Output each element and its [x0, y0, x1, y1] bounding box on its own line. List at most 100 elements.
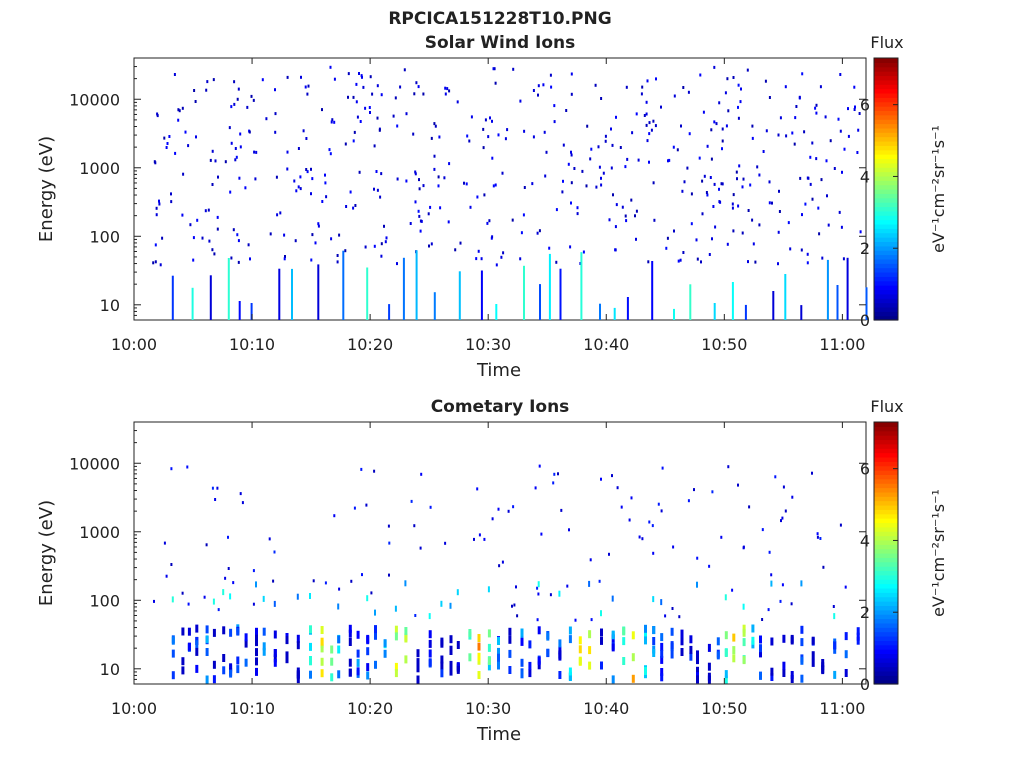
heatmap-cell [520, 658, 524, 667]
colorbar-segment [874, 487, 898, 493]
heatmap-cell [380, 254, 383, 258]
heatmap-cell [635, 237, 637, 241]
heatmap-cell [578, 636, 582, 645]
heatmap-cell [568, 626, 572, 635]
heatmap-cell [670, 650, 674, 659]
colorbar-segment [874, 285, 898, 291]
colorbar-segment [874, 110, 898, 116]
heatmap-cell [174, 151, 177, 155]
colorbar-segment [874, 583, 898, 589]
heatmap-cell [237, 239, 240, 243]
heatmap-cell [166, 142, 169, 145]
heatmap-cell [724, 675, 728, 684]
heatmap-cell [741, 231, 744, 235]
heatmap-cell [731, 202, 734, 206]
heatmap-cell [508, 635, 512, 644]
heatmap-cell [229, 669, 233, 678]
heatmap-cell [337, 645, 341, 654]
heatmap-cell [487, 657, 491, 665]
heatmap-cell [784, 85, 787, 89]
heatmap-cell [255, 627, 258, 636]
heatmap-cell [156, 114, 159, 118]
heatmap-cell [542, 83, 545, 87]
heatmap-cell [477, 249, 480, 253]
heatmap-cell [791, 131, 794, 135]
heatmap-cell [362, 85, 365, 89]
heatmap-cell [777, 262, 779, 266]
heatmap-cell [352, 95, 355, 99]
colorbar-segment [874, 470, 898, 475]
heatmap-cell [394, 662, 398, 671]
heatmap-cell [491, 119, 493, 123]
heatmap-cell [205, 675, 209, 684]
heatmap-cell [679, 258, 682, 262]
heatmap-streak [772, 291, 775, 320]
heatmap-cell [250, 94, 253, 98]
heatmap-cell [491, 517, 494, 521]
heatmap-cell [689, 652, 693, 661]
colorbar-segment [874, 228, 898, 234]
heatmap-cell [273, 550, 276, 554]
heatmap-cell [217, 175, 219, 179]
heatmap-cell [598, 579, 601, 583]
heatmap-cell [801, 213, 803, 217]
heatmap-cell [230, 105, 233, 109]
heatmap-cell [501, 560, 504, 564]
heatmap-cell [532, 135, 535, 139]
heatmap-cell [644, 624, 647, 633]
heatmap-cell [765, 129, 768, 133]
heatmap-cell [374, 625, 377, 634]
heatmap-cell [184, 130, 187, 134]
colorbar: Flux 0 2 4 6 eV⁻¹cm⁻²sr⁻¹s⁻¹ [860, 33, 948, 330]
heatmap-cell [681, 189, 684, 193]
heatmap-cell [519, 257, 522, 261]
heatmap-cell [300, 75, 302, 79]
heatmap-cell [158, 199, 160, 203]
heatmap-cell [731, 206, 734, 210]
heatmap-cell [600, 636, 603, 645]
heatmap-cell [770, 673, 774, 681]
heatmap-cell [622, 627, 626, 636]
x-tick-label: 11:00 [819, 699, 865, 718]
colorbar-segment [874, 202, 898, 208]
heatmap-cell [608, 552, 610, 556]
heatmap-cell [790, 634, 794, 643]
heatmap-cell [847, 107, 849, 111]
y-axis-label: Energy (eV) [36, 500, 57, 606]
heatmap-cell [204, 209, 207, 213]
heatmap-cell [604, 139, 607, 143]
heatmap-cell [309, 670, 312, 679]
heatmap-cell [213, 252, 216, 256]
heatmap-cell [561, 190, 564, 194]
heatmap-cell [665, 246, 668, 250]
heatmap-cell [631, 674, 635, 683]
heatmap-cell [711, 237, 713, 241]
heatmap-cell [857, 128, 860, 132]
heatmap-cell [781, 583, 784, 587]
heatmap-cell [732, 193, 735, 197]
heatmap-cell [832, 605, 835, 608]
heatmap-cell [497, 647, 500, 656]
colorbar-segment [874, 232, 898, 238]
heatmap-cell [201, 236, 204, 240]
heatmap-cell [216, 215, 219, 219]
heatmap-cell [568, 528, 570, 532]
heatmap-cell [488, 219, 491, 223]
colorbar-segment [874, 670, 898, 676]
heatmap-cell [628, 518, 631, 522]
heatmap-cell [170, 192, 172, 196]
heatmap-cell [394, 625, 398, 634]
colorbar-segment [874, 618, 898, 624]
heatmap-cell [419, 546, 422, 550]
colorbar-segment [874, 657, 898, 663]
heatmap-cell [859, 230, 862, 234]
heatmap-cell [600, 610, 602, 617]
colorbar-unit-label: eV⁻¹cm⁻²sr⁻¹s⁻¹ [929, 489, 948, 617]
colorbar-segment [874, 675, 898, 681]
heatmap-cell [361, 573, 363, 577]
heatmap-cell [487, 643, 491, 652]
colorbar-segment [874, 97, 898, 103]
heatmap-cell [724, 649, 728, 657]
colorbar-segment [874, 491, 898, 497]
heatmap-cell [785, 134, 788, 138]
